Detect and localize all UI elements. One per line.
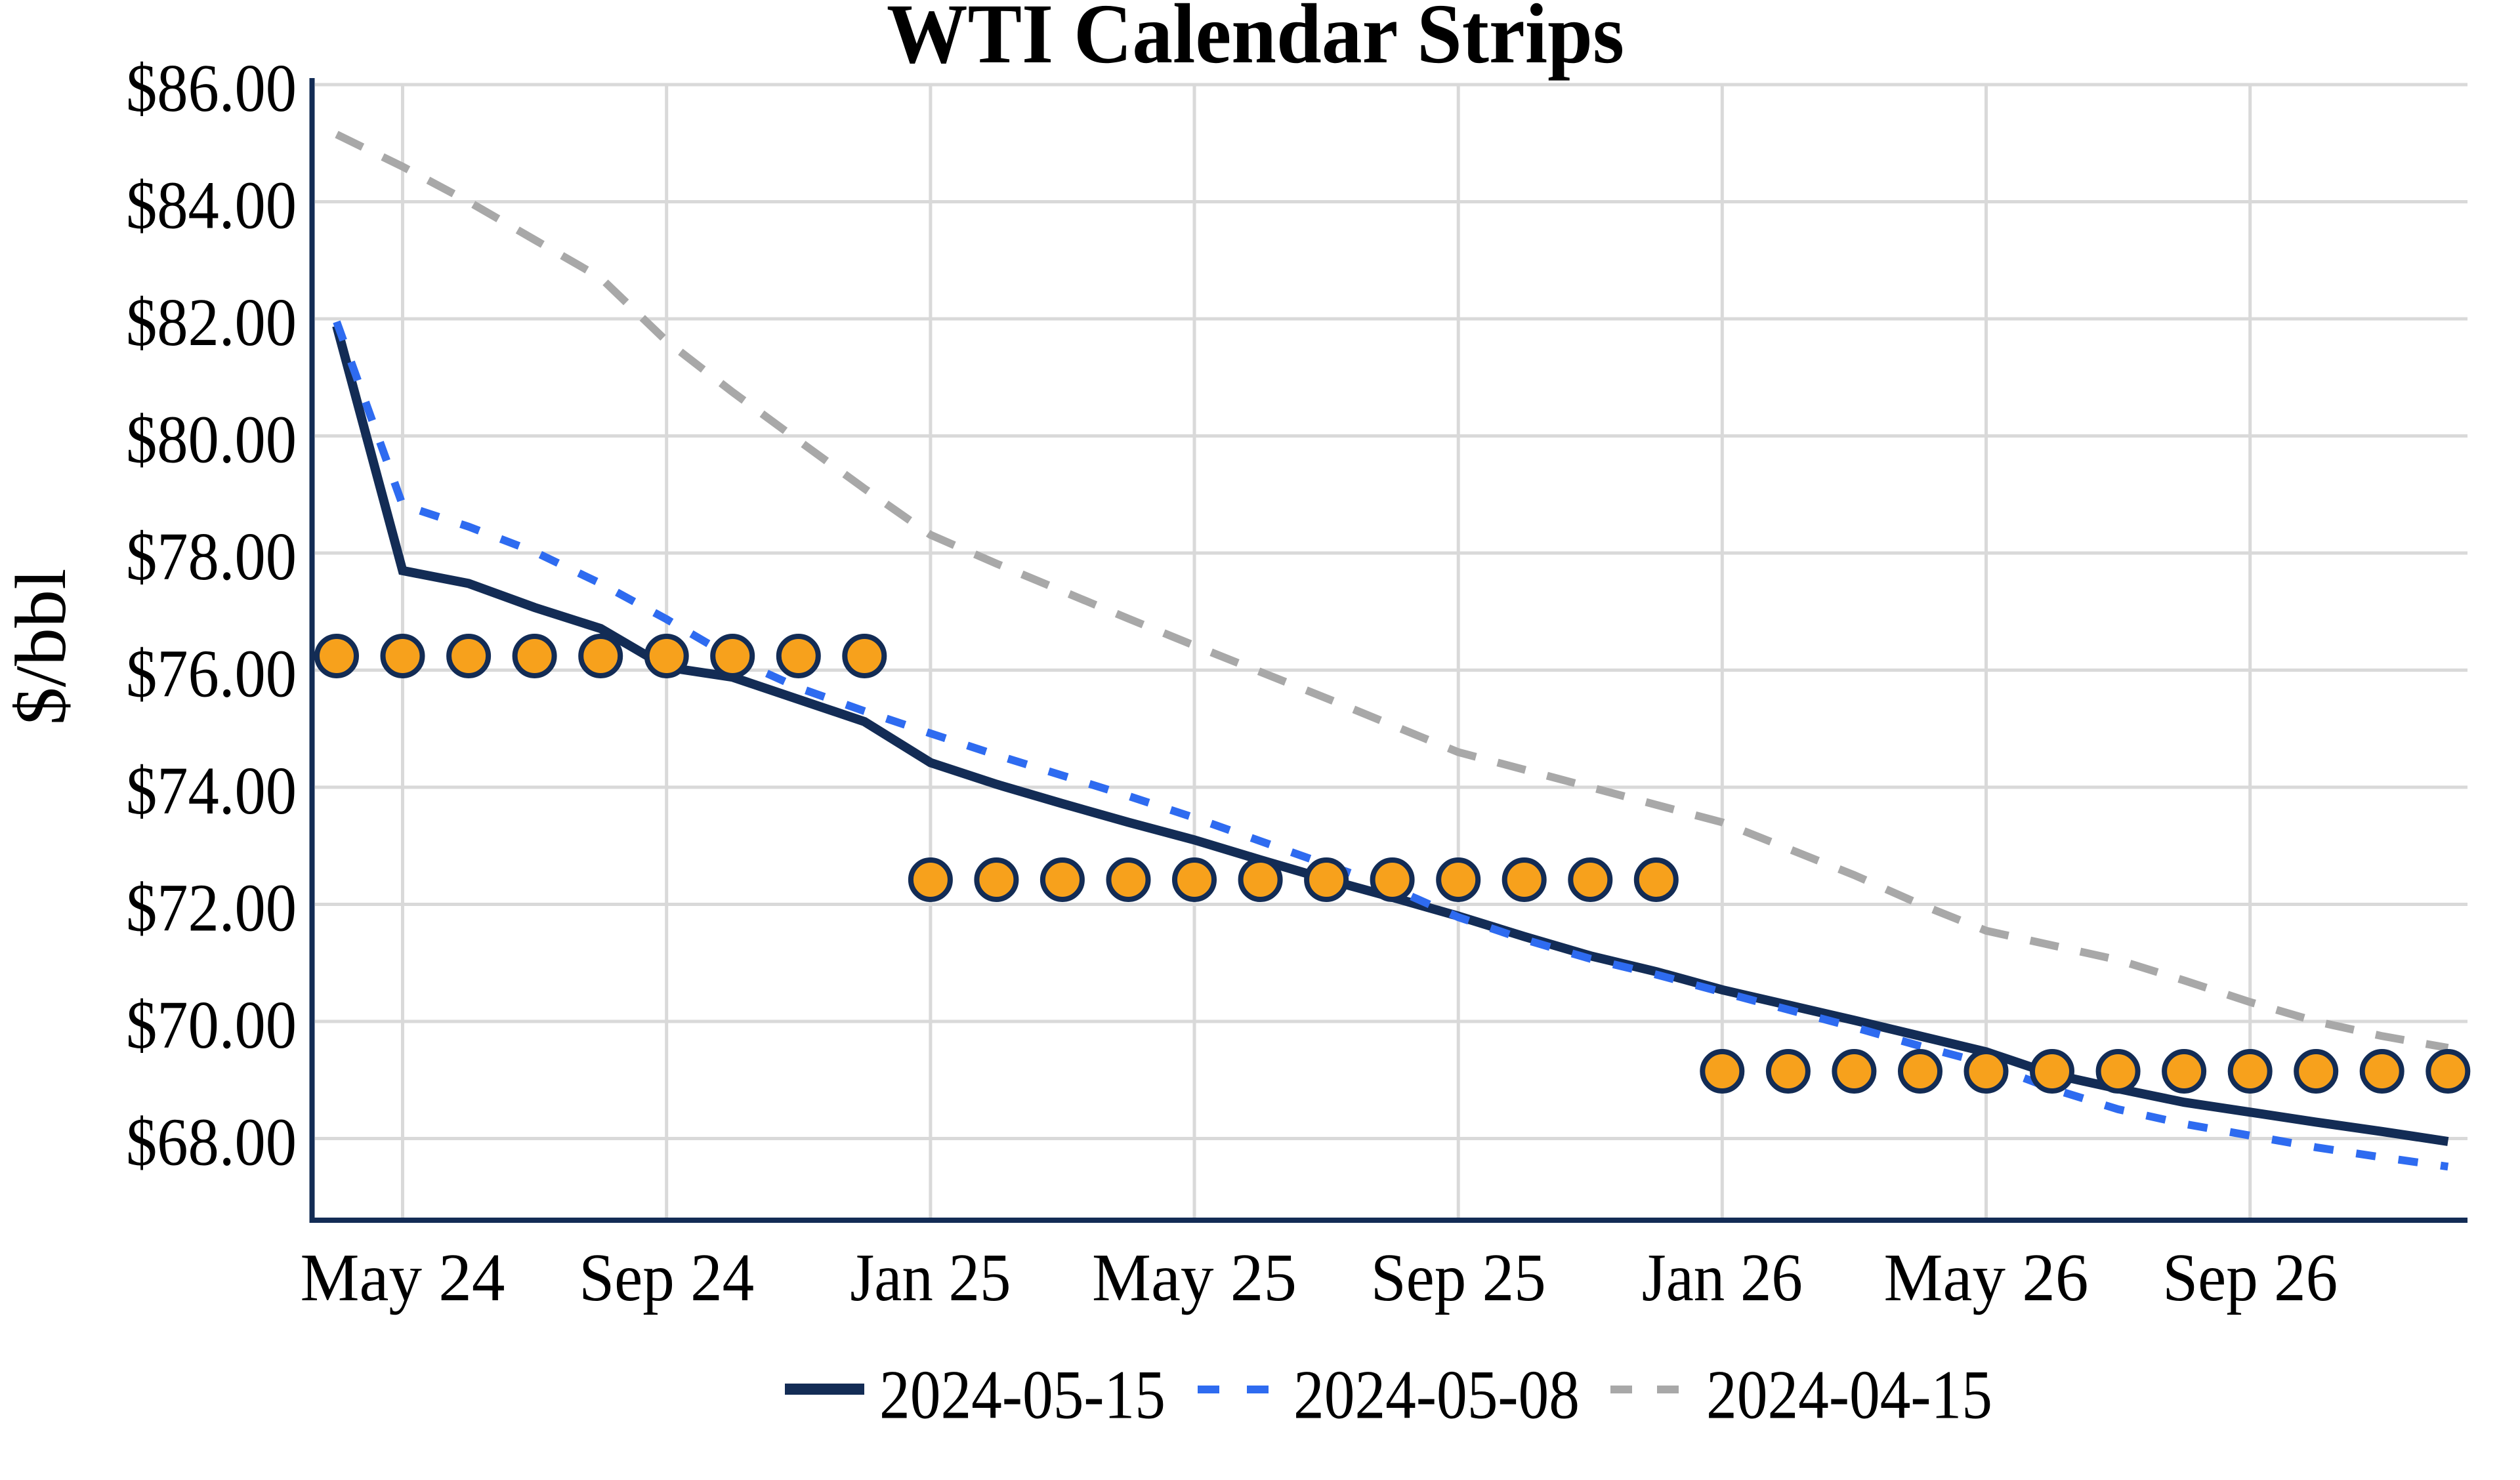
svg-text:WTI Calendar Strips: WTI Calendar Strips <box>887 0 1624 81</box>
svg-text:May 25: May 25 <box>1092 1240 1297 1315</box>
svg-text:$76.00: $76.00 <box>126 636 297 712</box>
svg-text:$72.00: $72.00 <box>126 871 297 946</box>
svg-text:$86.00: $86.00 <box>126 51 297 126</box>
svg-text:2024-04-15: 2024-04-15 <box>1706 1357 1992 1433</box>
svg-text:$78.00: $78.00 <box>126 519 297 594</box>
svg-text:Jan 25: Jan 25 <box>850 1240 1011 1315</box>
svg-text:$82.00: $82.00 <box>126 285 297 360</box>
svg-text:$/bbl: $/bbl <box>1 569 81 726</box>
svg-text:$74.00: $74.00 <box>126 753 297 829</box>
svg-text:2024-05-08: 2024-05-08 <box>1293 1357 1580 1433</box>
svg-text:Jan 26: Jan 26 <box>1642 1240 1803 1315</box>
svg-text:Sep 24: Sep 24 <box>579 1240 754 1315</box>
svg-text:May 26: May 26 <box>1884 1240 2089 1315</box>
svg-text:$70.00: $70.00 <box>126 987 297 1063</box>
svg-text:$84.00: $84.00 <box>126 168 297 243</box>
svg-text:2024-05-15: 2024-05-15 <box>879 1357 1166 1433</box>
svg-text:$68.00: $68.00 <box>126 1105 297 1180</box>
svg-text:Sep 25: Sep 25 <box>1371 1240 1546 1315</box>
svg-text:$80.00: $80.00 <box>126 402 297 478</box>
svg-text:Sep 26: Sep 26 <box>2162 1240 2338 1315</box>
svg-text:May 24: May 24 <box>301 1240 505 1315</box>
